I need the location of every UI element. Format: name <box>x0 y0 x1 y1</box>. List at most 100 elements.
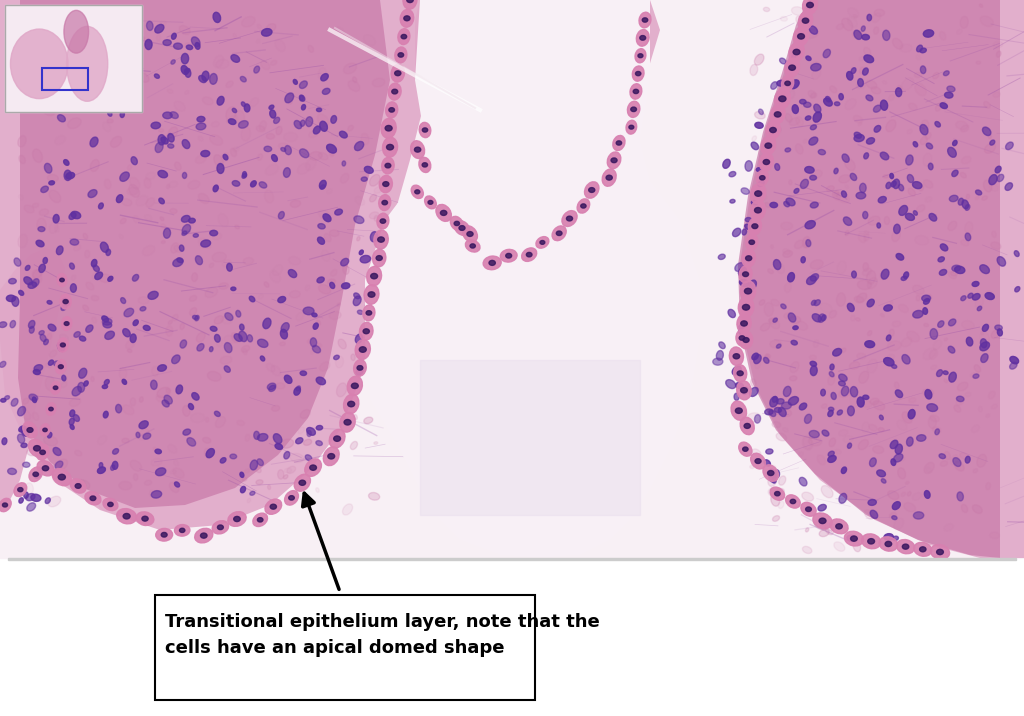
Ellipse shape <box>774 491 780 496</box>
Ellipse shape <box>750 465 754 468</box>
Ellipse shape <box>733 354 739 359</box>
Ellipse shape <box>838 410 843 415</box>
Ellipse shape <box>859 67 864 74</box>
Ellipse shape <box>53 214 59 223</box>
Ellipse shape <box>920 48 927 53</box>
Ellipse shape <box>168 445 177 453</box>
Ellipse shape <box>199 75 206 82</box>
Ellipse shape <box>305 459 322 476</box>
Ellipse shape <box>241 127 251 141</box>
Ellipse shape <box>916 435 926 441</box>
Ellipse shape <box>850 387 858 397</box>
Ellipse shape <box>552 221 557 228</box>
Ellipse shape <box>912 182 922 188</box>
Ellipse shape <box>340 412 355 432</box>
Ellipse shape <box>70 410 75 417</box>
Ellipse shape <box>242 346 250 352</box>
Bar <box>5 5 142 112</box>
Ellipse shape <box>956 399 964 405</box>
Ellipse shape <box>985 293 994 299</box>
Ellipse shape <box>374 187 383 193</box>
Ellipse shape <box>343 63 356 74</box>
Ellipse shape <box>245 104 250 112</box>
Ellipse shape <box>300 371 306 375</box>
Ellipse shape <box>104 332 115 339</box>
Ellipse shape <box>973 294 980 300</box>
Ellipse shape <box>294 474 310 491</box>
Ellipse shape <box>171 59 175 64</box>
Ellipse shape <box>29 440 45 457</box>
Ellipse shape <box>359 250 364 255</box>
Ellipse shape <box>884 357 894 366</box>
Ellipse shape <box>281 329 288 339</box>
Ellipse shape <box>805 167 814 173</box>
Ellipse shape <box>366 311 372 315</box>
Ellipse shape <box>774 112 781 117</box>
Ellipse shape <box>940 461 947 466</box>
Ellipse shape <box>130 460 141 471</box>
Ellipse shape <box>160 217 164 221</box>
Ellipse shape <box>792 54 796 59</box>
Ellipse shape <box>584 113 591 122</box>
Ellipse shape <box>204 448 210 457</box>
Ellipse shape <box>931 365 937 369</box>
Ellipse shape <box>515 12 523 21</box>
Ellipse shape <box>765 203 770 208</box>
Ellipse shape <box>34 364 43 371</box>
Ellipse shape <box>241 77 246 82</box>
Ellipse shape <box>839 430 848 436</box>
Ellipse shape <box>317 237 325 244</box>
Ellipse shape <box>151 380 157 390</box>
Ellipse shape <box>633 90 639 94</box>
Ellipse shape <box>1015 286 1020 292</box>
Ellipse shape <box>300 120 305 126</box>
Ellipse shape <box>249 296 255 302</box>
Ellipse shape <box>233 516 241 521</box>
Ellipse shape <box>161 224 166 229</box>
Ellipse shape <box>37 218 46 232</box>
Ellipse shape <box>231 54 240 62</box>
Ellipse shape <box>961 296 966 301</box>
Ellipse shape <box>984 102 990 108</box>
Ellipse shape <box>101 316 109 322</box>
Ellipse shape <box>802 18 809 23</box>
Ellipse shape <box>23 422 37 438</box>
Ellipse shape <box>403 0 417 9</box>
Ellipse shape <box>620 192 624 197</box>
Ellipse shape <box>881 100 888 110</box>
Ellipse shape <box>810 260 823 269</box>
Ellipse shape <box>315 488 319 493</box>
Ellipse shape <box>159 198 164 204</box>
Ellipse shape <box>188 218 196 223</box>
Ellipse shape <box>867 359 878 373</box>
Ellipse shape <box>629 125 634 129</box>
Ellipse shape <box>268 385 275 392</box>
Ellipse shape <box>489 261 496 266</box>
Ellipse shape <box>199 193 209 203</box>
Ellipse shape <box>285 375 292 383</box>
Ellipse shape <box>138 429 148 440</box>
Ellipse shape <box>447 40 457 47</box>
Ellipse shape <box>189 308 197 316</box>
Ellipse shape <box>46 363 51 367</box>
Ellipse shape <box>807 2 813 8</box>
Ellipse shape <box>890 329 894 337</box>
Ellipse shape <box>318 210 331 220</box>
Ellipse shape <box>864 510 873 519</box>
Ellipse shape <box>300 149 309 158</box>
Ellipse shape <box>806 507 811 511</box>
Ellipse shape <box>62 299 70 306</box>
Ellipse shape <box>242 16 255 27</box>
Ellipse shape <box>730 199 735 203</box>
Ellipse shape <box>66 173 75 179</box>
Ellipse shape <box>982 127 991 135</box>
Ellipse shape <box>70 397 81 407</box>
Ellipse shape <box>839 94 844 100</box>
Ellipse shape <box>920 125 928 135</box>
Ellipse shape <box>870 398 879 405</box>
Ellipse shape <box>770 397 778 407</box>
Ellipse shape <box>766 121 780 139</box>
Ellipse shape <box>536 145 543 153</box>
Ellipse shape <box>884 175 888 178</box>
Ellipse shape <box>761 136 775 155</box>
